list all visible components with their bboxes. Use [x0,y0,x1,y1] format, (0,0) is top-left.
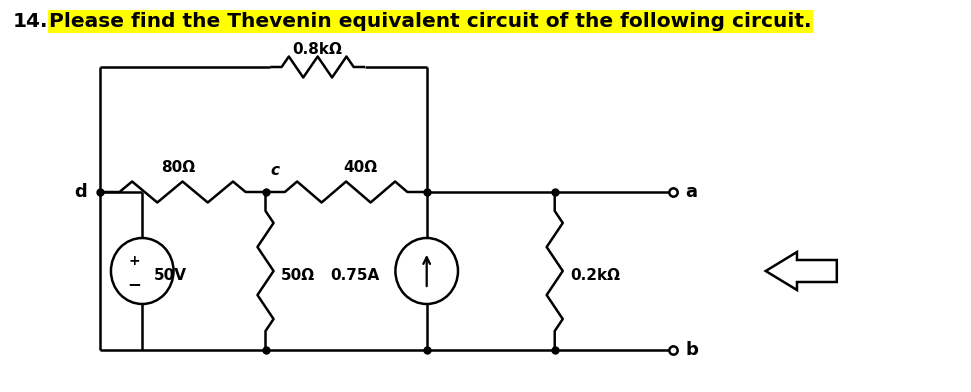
Text: 0.8kΩ: 0.8kΩ [292,42,343,57]
Text: 0.75A: 0.75A [330,269,380,283]
Text: c: c [270,163,280,178]
Text: 80Ω: 80Ω [161,160,195,175]
Text: 14.: 14. [13,12,48,31]
Text: d: d [75,183,87,201]
Text: 0.2kΩ: 0.2kΩ [570,269,619,283]
Text: 50Ω: 50Ω [281,269,315,283]
Text: b: b [686,341,698,359]
Text: +: + [129,254,141,268]
Text: −: − [128,275,142,293]
Text: 50V: 50V [153,269,186,283]
Text: Please find the Thevenin equivalent circuit of the following circuit.: Please find the Thevenin equivalent circ… [50,12,812,31]
Text: a: a [686,183,697,201]
Polygon shape [766,252,837,290]
Text: 40Ω: 40Ω [344,160,378,175]
